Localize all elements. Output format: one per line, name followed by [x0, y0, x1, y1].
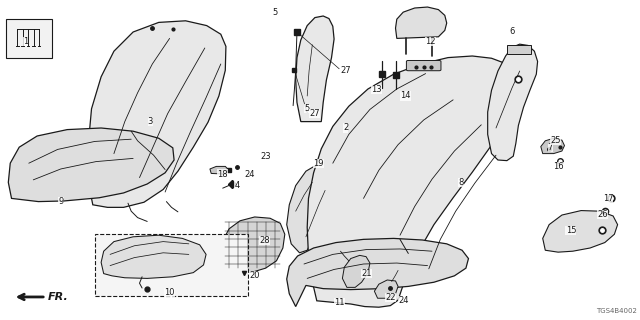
FancyBboxPatch shape: [6, 19, 52, 58]
Polygon shape: [221, 217, 285, 273]
Text: 14: 14: [400, 92, 410, 100]
Polygon shape: [374, 280, 398, 298]
Text: 16: 16: [553, 162, 563, 171]
Polygon shape: [287, 238, 468, 307]
FancyBboxPatch shape: [507, 45, 531, 54]
FancyBboxPatch shape: [95, 234, 248, 296]
Text: 17: 17: [603, 194, 613, 203]
Text: 12: 12: [426, 37, 436, 46]
Text: 25: 25: [550, 136, 561, 145]
Text: 13: 13: [371, 85, 381, 94]
Text: 20: 20: [250, 271, 260, 280]
Text: 28: 28: [259, 236, 269, 245]
Text: 18: 18: [218, 170, 228, 179]
Text: 7: 7: [548, 143, 553, 152]
Text: 10: 10: [164, 288, 175, 297]
Text: 8: 8: [458, 178, 463, 187]
Polygon shape: [101, 235, 206, 278]
Polygon shape: [88, 21, 226, 207]
Text: 24: 24: [244, 170, 255, 179]
FancyBboxPatch shape: [406, 60, 441, 71]
Polygon shape: [488, 44, 538, 161]
Text: 22: 22: [385, 293, 396, 302]
Polygon shape: [543, 211, 618, 252]
Text: TGS4B4002: TGS4B4002: [596, 308, 637, 314]
Text: 19: 19: [314, 159, 324, 168]
Text: 27: 27: [310, 109, 320, 118]
Text: 23: 23: [260, 152, 271, 161]
Text: 15: 15: [566, 226, 576, 235]
Text: 5: 5: [305, 104, 310, 113]
Text: 24: 24: [398, 296, 408, 305]
Text: 11: 11: [334, 298, 344, 307]
Text: 5: 5: [273, 8, 278, 17]
Text: 26: 26: [598, 210, 608, 219]
Text: 21: 21: [362, 269, 372, 278]
Text: 27: 27: [340, 66, 351, 75]
Polygon shape: [8, 128, 174, 202]
Polygon shape: [541, 138, 564, 154]
Polygon shape: [342, 255, 370, 287]
Text: FR.: FR.: [48, 292, 68, 302]
Polygon shape: [396, 7, 447, 38]
Polygon shape: [287, 165, 332, 253]
Text: 1: 1: [23, 37, 28, 46]
Text: 6: 6: [509, 28, 515, 36]
Polygon shape: [307, 56, 520, 307]
Polygon shape: [296, 16, 334, 122]
Text: 9: 9: [58, 197, 63, 206]
Text: 3: 3: [148, 117, 153, 126]
Polygon shape: [210, 166, 229, 174]
Text: 4: 4: [234, 181, 239, 190]
Text: 2: 2: [343, 124, 348, 132]
